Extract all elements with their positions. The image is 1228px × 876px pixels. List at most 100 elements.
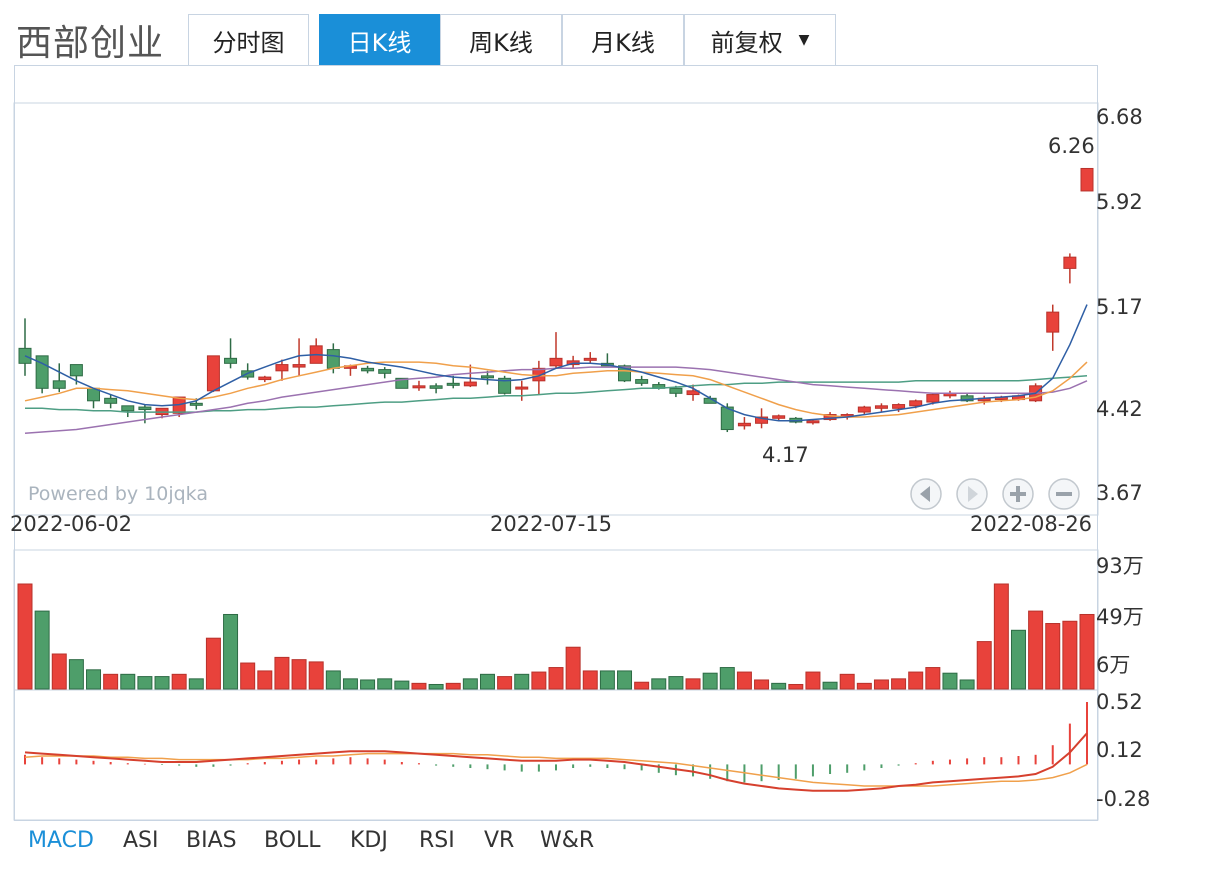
volume-bar (908, 671, 924, 690)
candle (206, 355, 220, 393)
candle (446, 375, 460, 389)
candle-body (926, 394, 940, 403)
volume-bar (51, 653, 67, 690)
candle-body (720, 406, 734, 431)
volume-bar (291, 659, 307, 690)
y-tick-label: 3.67 (1096, 481, 1143, 505)
candle (52, 363, 66, 393)
volume-bar (103, 673, 119, 690)
candle (703, 395, 717, 404)
candle (515, 380, 529, 401)
ind-tab-vr[interactable]: VR (484, 828, 515, 853)
candle (429, 383, 443, 394)
candle-body (463, 381, 477, 387)
volume-bar (565, 646, 581, 690)
low-annotation: 4.17 (762, 443, 809, 467)
candle-body (412, 385, 426, 389)
ind-tab-asi[interactable]: ASI (123, 828, 159, 853)
volume-bar (171, 673, 187, 690)
watermark-text: Powered by 10jqka (28, 483, 208, 505)
candle-body (686, 390, 700, 396)
candle (480, 370, 494, 385)
candle (549, 332, 563, 369)
tab-label: 前复权 (710, 28, 783, 57)
candle-body (104, 397, 118, 404)
volume-bar (462, 678, 478, 690)
volume-bar (188, 678, 204, 690)
volume-bar (342, 678, 358, 690)
ind-tab-rsi[interactable]: RSI (419, 828, 455, 853)
ind-tab-kdj[interactable]: KDJ (350, 828, 388, 853)
macd-tick-label: 0.52 (1096, 690, 1143, 714)
candle (378, 367, 392, 379)
macd-tick-label: -0.28 (1096, 787, 1150, 811)
volume-bar (394, 680, 410, 690)
zoom-in-icon[interactable] (1002, 478, 1034, 510)
candle-body (772, 415, 786, 419)
candle-body (806, 420, 820, 424)
volume-bar (891, 678, 907, 690)
volume-bar (856, 682, 872, 690)
candle-body (52, 380, 66, 389)
indicator-panel (13, 549, 1099, 821)
volume-bar (497, 676, 513, 690)
ind-tab-macd[interactable]: MACD (28, 828, 94, 853)
volume-bar (771, 682, 787, 690)
volume-bar (754, 679, 770, 690)
volume-bar (360, 679, 376, 690)
candle (1080, 167, 1094, 192)
candle-body (258, 376, 272, 381)
ind-tab-wr[interactable]: W&R (540, 828, 595, 853)
volume-bar (976, 641, 992, 690)
candle-body (823, 414, 837, 421)
y-tick-label: 5.17 (1096, 295, 1143, 319)
volume-bar (257, 670, 273, 690)
ind-tab-boll[interactable]: BOLL (264, 828, 321, 853)
zoom-out-icon[interactable] (1048, 478, 1080, 510)
candle (309, 338, 323, 364)
candle-body (669, 387, 683, 394)
tab-adjust-dropdown[interactable]: 前复权 ▼ (684, 14, 836, 66)
tab-weekly-k[interactable]: 周K线 (440, 14, 562, 66)
chart-frame (14, 65, 1098, 821)
ind-tab-bias[interactable]: BIAS (186, 828, 237, 853)
candle (686, 384, 700, 401)
volume-bar (582, 670, 598, 690)
candle (960, 393, 974, 403)
candle (720, 403, 734, 433)
tab-intraday[interactable]: 分时图 (188, 14, 309, 66)
candle (412, 380, 426, 391)
volume-bar (839, 673, 855, 690)
volume-bar (531, 671, 547, 690)
candle (275, 359, 289, 381)
tab-daily-k[interactable]: 日K线 (319, 14, 440, 66)
candle-body (515, 386, 529, 390)
tab-label: 周K线 (469, 28, 533, 57)
left-arrow-icon[interactable] (910, 478, 942, 510)
candle-body (480, 375, 494, 379)
right-arrow-icon[interactable] (956, 478, 988, 510)
candle (361, 365, 375, 374)
x-date-label: 2022-07-15 (490, 512, 612, 536)
candle-body (446, 382, 460, 386)
candle-body (498, 377, 512, 394)
x-date-label: 2022-06-02 (10, 512, 132, 536)
candle-body (857, 406, 871, 413)
candle (35, 355, 49, 394)
candle (857, 405, 871, 415)
candle (874, 403, 888, 413)
volume-bar (925, 667, 941, 690)
volume-bar (479, 673, 495, 690)
volume-bar (942, 672, 958, 690)
candle-body (583, 357, 597, 361)
tab-label: 分时图 (212, 28, 285, 57)
candle-body (1046, 311, 1060, 333)
candle (532, 360, 546, 395)
volume-bar (240, 662, 256, 690)
volume-bar (1062, 620, 1078, 690)
volume-bar (308, 661, 324, 690)
candle-body (532, 367, 546, 382)
volume-bar (719, 667, 735, 690)
volume-bar (651, 678, 667, 690)
macd-chart (24, 702, 1088, 792)
